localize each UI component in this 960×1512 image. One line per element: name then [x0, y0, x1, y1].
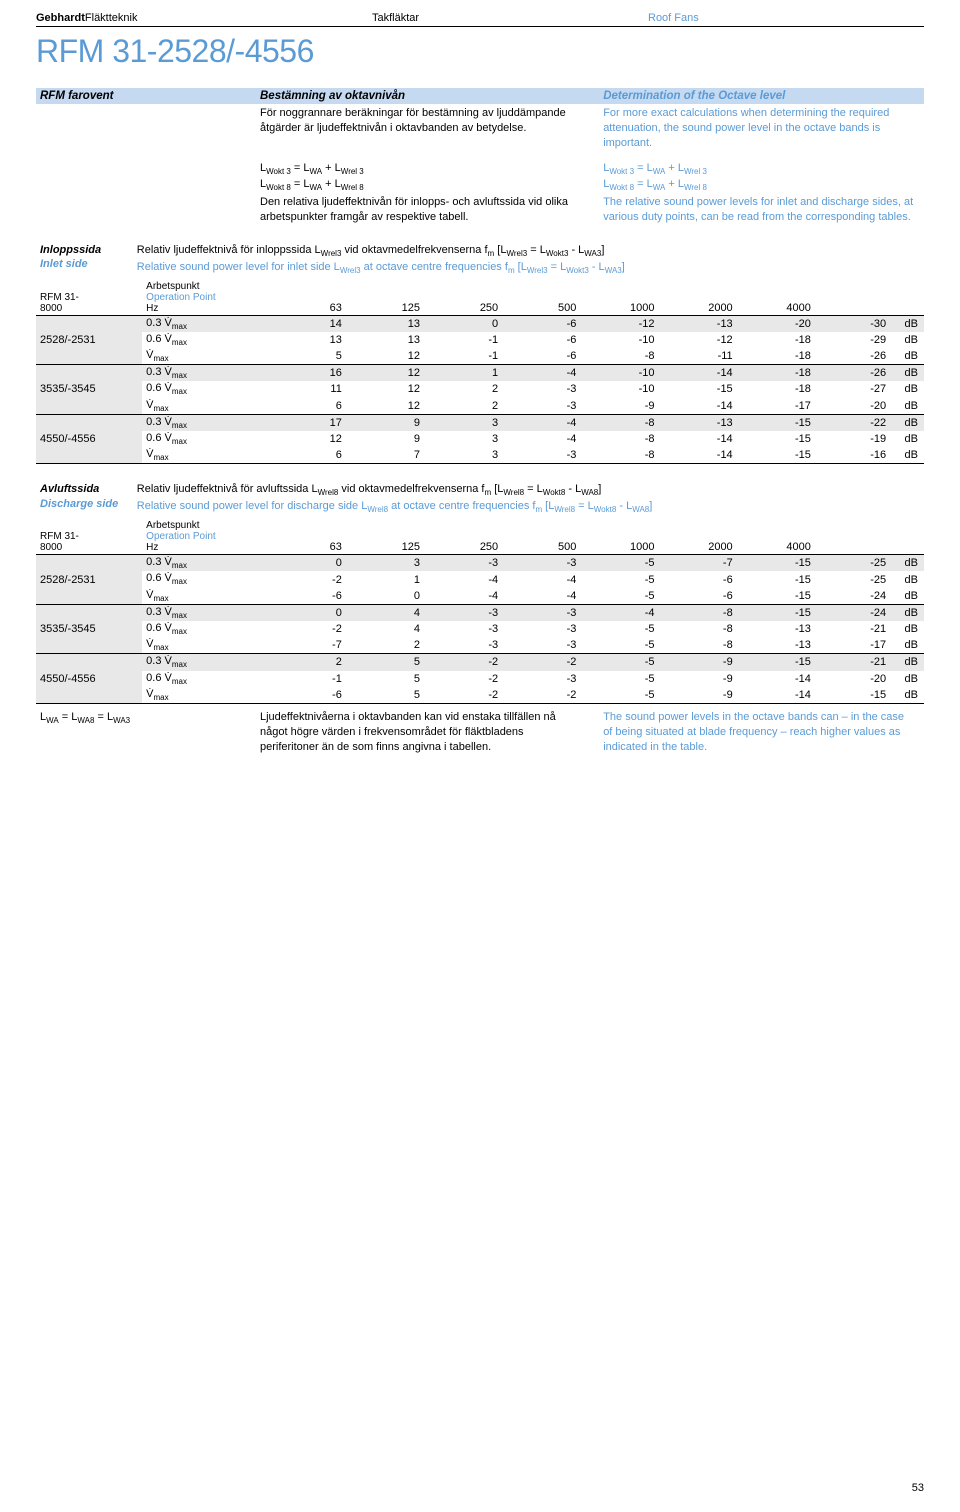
footer-sv: Ljudeffektnivåerna i oktavbanden kan vid…	[260, 710, 603, 755]
discharge-desc-sv: Relativ ljudeffektnivå för avluftssida L…	[137, 482, 920, 499]
inlet-table: RFM 31-8000ArbetspunktOperation PointHz6…	[36, 279, 924, 465]
footer-formula: LWA = LWA8 = LWA3	[40, 710, 260, 755]
table-row: 0.6 V̇max-15-2-3-5-9-14-20dB	[36, 671, 924, 687]
table-row: 0.6 V̇max11122-3-10-15-18-27dB	[36, 381, 924, 397]
category-en: Roof Fans	[648, 12, 924, 24]
inlet-section-header: Inloppssida Inlet side Relativ ljudeffek…	[36, 225, 924, 277]
category-sv: Takfläktar	[312, 12, 648, 24]
table-row: 0.6 V̇max1293-4-8-14-15-19dB	[36, 431, 924, 447]
footer-note: LWA = LWA8 = LWA3 Ljudeffektnivåerna i o…	[36, 704, 924, 755]
discharge-section-header: Avluftssida Discharge side Relativ ljude…	[36, 464, 924, 516]
table-row: 4550/-45560.3 V̇max25-2-2-5-9-15-21dB	[36, 654, 924, 671]
intro-desc-sv: För noggrannare beräkningar för bestämni…	[260, 106, 603, 151]
table-row: 2528/-25310.3 V̇max03-3-3-5-7-15-25dB	[36, 555, 924, 572]
table-row: 3535/-35450.3 V̇max16121-4-10-14-18-26dB	[36, 365, 924, 382]
formula-note-sv: Den relativa ljudeffektnivån för inlopps…	[260, 195, 603, 225]
intro-desc-en: For more exact calculations when determi…	[603, 106, 920, 151]
inlet-desc-sv: Relativ ljudeffektnivå för inloppssida L…	[137, 243, 920, 260]
formula-block: LWokt 3 = LWA + LWrel 3 LWokt 3 = LWA + …	[36, 161, 924, 225]
inlet-desc-en: Relative sound power level for inlet sid…	[137, 260, 920, 277]
formula-en1: LWokt 3 = LWA + LWrel 3	[603, 162, 920, 176]
discharge-label-sv: Avluftssida	[40, 482, 137, 497]
inlet-label-sv: Inloppssida	[40, 243, 137, 258]
table-row: V̇max-72-3-3-5-8-13-17dB	[36, 637, 924, 654]
table-row: V̇max-65-2-2-5-9-14-15dB	[36, 687, 924, 704]
table-row: 2528/-25310.3 V̇max14130-6-12-13-20-30dB	[36, 315, 924, 332]
discharge-desc-en: Relative sound power level for discharge…	[137, 499, 920, 516]
brand: GebhardtFläktteknik	[36, 12, 312, 24]
table-row: 0.6 V̇max1313-1-6-10-12-18-29dB	[36, 332, 924, 348]
product-title: RFM 31-2528/-4556	[36, 33, 924, 70]
table-row: V̇max673-3-8-14-15-16dB	[36, 447, 924, 464]
table-row: 4550/-45560.3 V̇max1793-4-8-13-15-22dB	[36, 414, 924, 431]
table-row: V̇max512-1-6-8-11-18-26dB	[36, 348, 924, 365]
inlet-label-en: Inlet side	[40, 257, 137, 272]
table-row: 0.6 V̇max-21-4-4-5-6-15-25dB	[36, 571, 924, 587]
discharge-table: RFM 31-8000ArbetspunktOperation PointHz6…	[36, 518, 924, 704]
page-header: GebhardtFläktteknik Takfläktar Roof Fans	[36, 12, 924, 27]
formula-en2: LWokt 8 = LWA + LWrel 8	[603, 178, 920, 192]
formula-note-en: The relative sound power levels for inle…	[603, 195, 920, 225]
formula-sv1: LWokt 3 = LWA + LWrel 3	[260, 162, 603, 176]
intro-mid: Bestämning av oktavnivån	[260, 90, 603, 102]
intro-desc: För noggrannare beräkningar för bestämni…	[36, 104, 924, 151]
formula-sv2: LWokt 8 = LWA + LWrel 8	[260, 178, 603, 192]
table-row: V̇max-60-4-4-5-6-15-24dB	[36, 588, 924, 605]
intro-right: Determination of the Octave level	[603, 90, 920, 102]
discharge-label-en: Discharge side	[40, 497, 137, 512]
table-row: 0.6 V̇max-24-3-3-5-8-13-21dB	[36, 621, 924, 637]
table-row: 3535/-35450.3 V̇max04-3-3-4-8-15-24dB	[36, 604, 924, 621]
footer-en: The sound power levels in the octave ban…	[603, 710, 920, 755]
intro-bar: RFM farovent Bestämning av oktavnivån De…	[36, 88, 924, 104]
page-number: 53	[912, 1482, 924, 1494]
intro-left: RFM farovent	[40, 90, 260, 102]
table-row: V̇max6122-3-9-14-17-20dB	[36, 398, 924, 415]
